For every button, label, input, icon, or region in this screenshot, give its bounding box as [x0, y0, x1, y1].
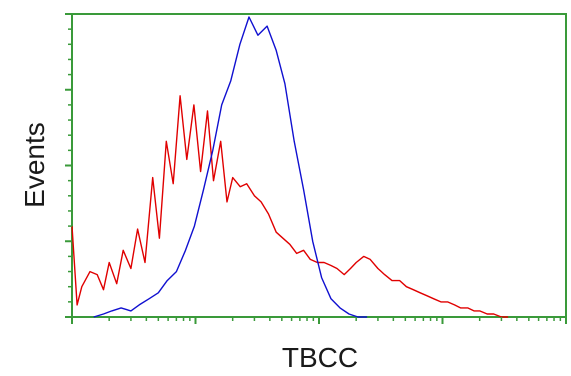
plot-frame: [71, 13, 567, 318]
y-axis-label: Events: [19, 122, 50, 208]
series-blue-trace: [93, 16, 368, 318]
plot-area-border: [71, 13, 567, 318]
x-axis-label: TBCC: [282, 342, 358, 373]
series-red-trace: [71, 95, 509, 318]
series-layer: [71, 16, 509, 318]
ticks-layer: [65, 13, 567, 324]
